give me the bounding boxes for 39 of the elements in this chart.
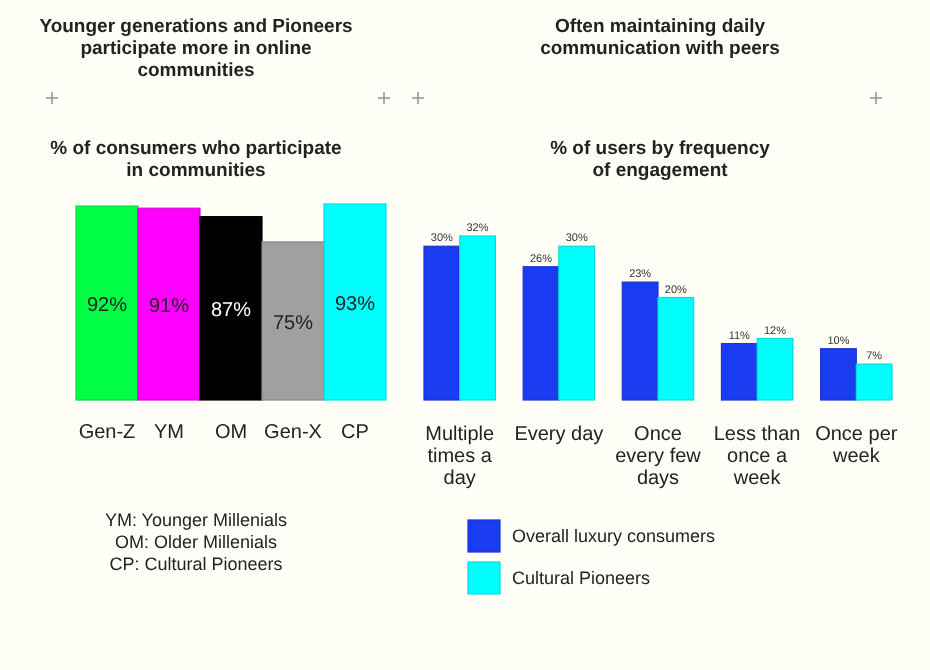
category-label: Less than once a week — [713, 424, 801, 490]
text: YM: Younger Millenials — [104, 510, 289, 530]
category-label: Once every few days — [615, 424, 701, 490]
bar — [621, 281, 659, 401]
category-label: Gen-Z — [78, 422, 136, 444]
data-label: 75% — [272, 312, 314, 335]
bar — [459, 235, 496, 401]
bar — [756, 337, 794, 401]
category-label: Multiple times a day — [425, 424, 495, 490]
bar — [75, 205, 139, 401]
bar — [855, 363, 893, 401]
chart-title: Younger generations and Pioneers participate more in online communities — [39, 16, 353, 82]
text: OM: Older Millenials — [114, 532, 278, 552]
bar — [261, 241, 325, 401]
legend-label: Cultural Pioneers — [512, 568, 652, 588]
text: CP: Cultural Pioneers — [109, 554, 284, 574]
chart-title: Often maintaining daily communication with peers — [540, 16, 780, 60]
category-label: CP — [341, 422, 369, 444]
bar — [323, 203, 387, 401]
bar — [137, 207, 201, 401]
category-label: YM — [154, 422, 184, 444]
data-label: 87% — [210, 300, 252, 323]
bar — [720, 343, 758, 401]
bar — [558, 245, 596, 401]
category-label: OM — [214, 422, 248, 444]
chart-subtitle: % of consumers who participate in communities — [50, 138, 342, 182]
bar — [820, 348, 857, 401]
bar — [423, 245, 461, 401]
category-label: Once per week — [815, 424, 898, 468]
bar — [657, 296, 695, 401]
chart-subtitle: % of users by frequency of engagement — [550, 138, 772, 182]
data-label: 93% — [334, 294, 376, 316]
legend-label: Overall luxury consumers — [512, 526, 717, 546]
category-label: Every day — [514, 424, 604, 446]
category-label: Gen-X — [264, 422, 322, 444]
data-label: 92% — [86, 295, 128, 318]
bar — [199, 216, 263, 401]
data-label: 91% — [148, 296, 190, 319]
bar — [522, 266, 560, 401]
